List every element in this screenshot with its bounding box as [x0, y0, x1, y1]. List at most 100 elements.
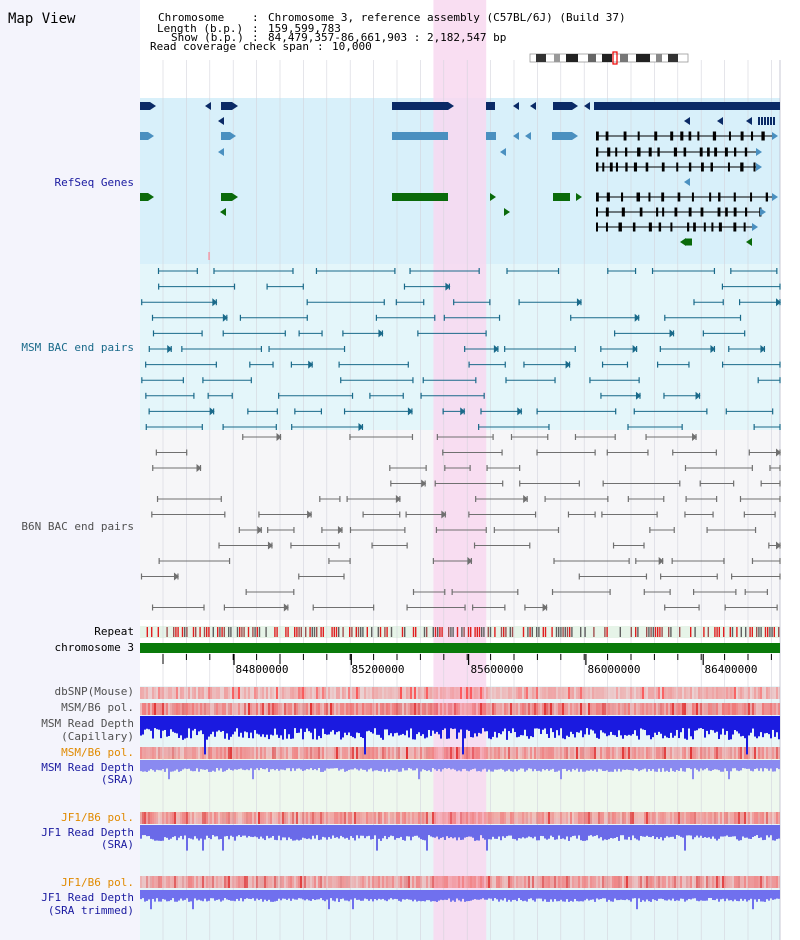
- chromosome-ideogram[interactable]: [529, 51, 689, 65]
- gene-exon[interactable]: [743, 222, 746, 232]
- gene-feature[interactable]: [761, 117, 763, 125]
- read-depth-tracks[interactable]: [140, 716, 780, 910]
- msm-b6-pol-sra-label[interactable]: MSM/B6 pol.: [61, 746, 134, 759]
- gene-exon[interactable]: [714, 147, 718, 157]
- gene-exon[interactable]: [688, 131, 692, 141]
- gene-feature[interactable]: [392, 193, 448, 201]
- gene-exon[interactable]: [606, 192, 610, 202]
- gene-exon[interactable]: [691, 192, 694, 202]
- gene-exon[interactable]: [740, 131, 744, 141]
- gene-exon[interactable]: [750, 131, 754, 141]
- gene-exon[interactable]: [700, 207, 704, 217]
- gene-exon[interactable]: [733, 207, 737, 217]
- refseq-genes-track[interactable]: [140, 102, 780, 260]
- gene-exon[interactable]: [645, 162, 649, 172]
- gene-exon[interactable]: [699, 147, 703, 157]
- gene-exon[interactable]: [661, 162, 665, 172]
- gene-exon[interactable]: [674, 207, 678, 217]
- gene-exon[interactable]: [687, 222, 690, 232]
- msm-depth-sra-label-1[interactable]: MSM Read Depth: [41, 761, 134, 774]
- refseq-genes-label[interactable]: RefSeq Genes: [55, 176, 134, 189]
- gene-exon[interactable]: [615, 147, 618, 157]
- gene-exon[interactable]: [615, 162, 619, 172]
- gene-feature[interactable]: [767, 117, 769, 125]
- gene-exon[interactable]: [625, 162, 628, 172]
- gene-exon[interactable]: [639, 207, 643, 217]
- jf1-depth-sra-label-1[interactable]: JF1 Read Depth: [41, 826, 134, 839]
- gene-exon[interactable]: [605, 222, 608, 232]
- gene-exon[interactable]: [750, 192, 753, 202]
- gene-feature[interactable]: [553, 193, 570, 201]
- gene-feature[interactable]: [553, 102, 572, 110]
- gene-exon[interactable]: [718, 222, 722, 232]
- gene-exon[interactable]: [656, 207, 659, 217]
- gene-feature[interactable]: [392, 132, 448, 140]
- gene-exon[interactable]: [670, 222, 673, 232]
- gene-exon[interactable]: [602, 162, 605, 172]
- msm-bac-label[interactable]: MSM BAC end pairs: [21, 341, 134, 354]
- gene-feature[interactable]: [770, 117, 772, 125]
- gene-exon[interactable]: [724, 147, 728, 157]
- gene-feature[interactable]: [758, 117, 760, 125]
- gene-feature[interactable]: [594, 102, 780, 110]
- gene-exon[interactable]: [711, 222, 714, 232]
- gene-exon[interactable]: [637, 147, 641, 157]
- gene-exon[interactable]: [744, 147, 748, 157]
- gene-exon[interactable]: [718, 192, 721, 202]
- gene-exon[interactable]: [632, 222, 636, 232]
- gene-exon[interactable]: [701, 162, 704, 172]
- jf1-b6-pol-label[interactable]: JF1/B6 pol.: [61, 811, 134, 824]
- gene-feature[interactable]: [221, 132, 230, 140]
- gene-exon[interactable]: [596, 131, 599, 141]
- msm-bac-track[interactable]: [141, 268, 781, 431]
- gene-exon[interactable]: [673, 147, 678, 157]
- gene-exon[interactable]: [596, 207, 598, 217]
- gene-feature[interactable]: [221, 102, 232, 110]
- gene-exon[interactable]: [658, 222, 662, 232]
- gene-exon[interactable]: [677, 192, 681, 202]
- gene-feature[interactable]: [221, 193, 232, 201]
- gene-feature[interactable]: [773, 117, 775, 125]
- gene-feature[interactable]: [764, 117, 766, 125]
- gene-exon[interactable]: [670, 131, 674, 141]
- gene-exon[interactable]: [605, 131, 609, 141]
- gene-exon[interactable]: [688, 162, 692, 172]
- polymorphism-tracks[interactable]: [140, 687, 780, 888]
- gene-exon[interactable]: [625, 147, 628, 157]
- gene-exon[interactable]: [765, 192, 769, 202]
- gene-exon[interactable]: [648, 192, 651, 202]
- gene-exon[interactable]: [697, 131, 700, 141]
- msm-b6-pol-label[interactable]: MSM/B6 pol.: [61, 701, 134, 714]
- gene-exon[interactable]: [657, 147, 660, 157]
- gene-exon[interactable]: [761, 131, 765, 141]
- gene-exon[interactable]: [727, 162, 730, 172]
- gene-exon[interactable]: [661, 192, 665, 202]
- gene-exon[interactable]: [676, 162, 679, 172]
- gene-feature[interactable]: [486, 132, 496, 140]
- gene-exon[interactable]: [725, 207, 728, 217]
- gene-exon[interactable]: [609, 162, 613, 172]
- gene-exon[interactable]: [636, 192, 641, 202]
- dbsnp-label[interactable]: dbSNP(Mouse): [55, 685, 134, 698]
- gene-feature[interactable]: [140, 193, 148, 201]
- gene-exon[interactable]: [637, 131, 640, 141]
- gene-exon[interactable]: [680, 131, 684, 141]
- gene-exon[interactable]: [688, 207, 692, 217]
- jf1-depth-trimmed-label-1[interactable]: JF1 Read Depth: [41, 891, 134, 904]
- gene-feature[interactable]: [140, 132, 148, 140]
- gene-feature[interactable]: [686, 238, 692, 246]
- chromosome-track[interactable]: [140, 643, 780, 653]
- gene-exon[interactable]: [596, 162, 599, 172]
- gene-exon[interactable]: [717, 207, 721, 217]
- gene-feature[interactable]: [140, 102, 150, 110]
- gene-exon[interactable]: [596, 147, 599, 157]
- gene-exon[interactable]: [648, 222, 652, 232]
- jf1-b6-pol-trimmed-label[interactable]: JF1/B6 pol.: [61, 876, 134, 889]
- gene-exon[interactable]: [745, 207, 748, 217]
- msm-depth-capillary-label-1[interactable]: MSM Read Depth: [41, 717, 134, 730]
- gene-exon[interactable]: [733, 192, 736, 202]
- gene-exon[interactable]: [605, 207, 609, 217]
- gene-exon[interactable]: [633, 162, 638, 172]
- gene-exon[interactable]: [710, 162, 713, 172]
